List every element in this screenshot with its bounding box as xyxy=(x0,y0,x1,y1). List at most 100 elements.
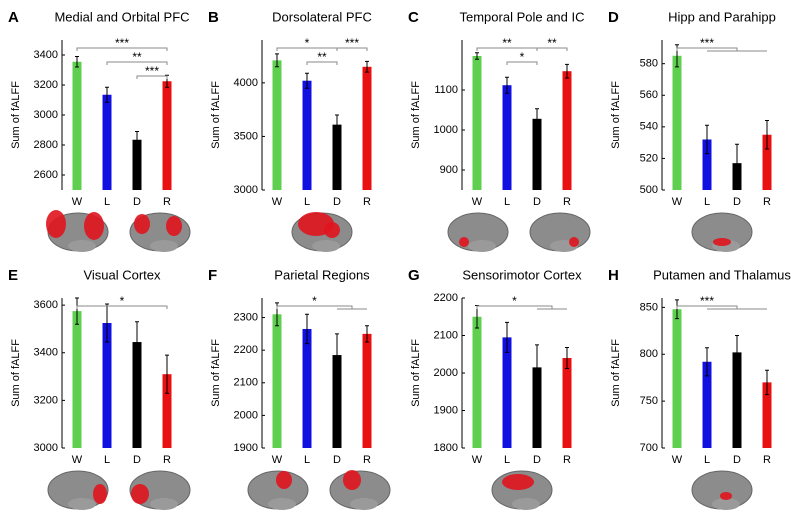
x-tick-label: D xyxy=(733,454,741,466)
x-tick-label: L xyxy=(104,454,110,466)
y-axis-label: Sum of fALFF xyxy=(410,339,422,407)
bar xyxy=(362,66,372,190)
error-bar xyxy=(135,131,139,149)
y-axis-label: Sum of fALFF xyxy=(410,81,422,149)
panel: G Sensorimotor Cortex Sum of fALFF 1800 1900… xyxy=(408,267,582,510)
error-bar xyxy=(505,321,509,353)
panel: F Parietal Regions Sum of fALFF 1900 2000 210… xyxy=(208,267,391,510)
bar xyxy=(702,361,712,448)
bar xyxy=(532,118,542,190)
x-tick-label: R xyxy=(563,196,571,208)
x-tick-label: W xyxy=(272,196,283,208)
error-bar xyxy=(75,56,79,68)
error-bar xyxy=(335,333,339,377)
y-tick-label: 3000 xyxy=(34,109,58,121)
significance-label: * xyxy=(312,294,317,308)
y-tick-label: 500 xyxy=(640,184,658,196)
bar xyxy=(72,311,82,448)
x-tick-label: W xyxy=(72,454,83,466)
panel-title: Temporal Pole and IC xyxy=(459,9,584,24)
panel-letter: A xyxy=(8,9,19,26)
brain-image xyxy=(350,498,378,510)
y-tick-label: 3500 xyxy=(234,130,258,142)
brain-image xyxy=(712,498,740,510)
y-tick-label: 2200 xyxy=(234,344,258,356)
significance-bracket xyxy=(76,305,168,309)
x-tick-label: W xyxy=(472,454,483,466)
y-tick-label: 1100 xyxy=(434,84,458,96)
significance-label: * xyxy=(512,294,517,308)
error-bar xyxy=(535,108,539,130)
brain-region xyxy=(502,474,534,490)
brain-region xyxy=(134,214,150,234)
x-tick-label: D xyxy=(333,454,341,466)
significance-label: * xyxy=(120,294,125,308)
x-tick-label: L xyxy=(704,454,710,466)
y-tick-label: 2100 xyxy=(434,329,458,341)
significance-label: ** xyxy=(317,50,327,64)
bar xyxy=(332,355,342,448)
brain-image xyxy=(150,498,178,510)
significance-bracket xyxy=(136,75,168,79)
bar xyxy=(162,374,172,448)
y-tick-label: 1800 xyxy=(434,442,458,454)
panel-title: Parietal Regions xyxy=(274,267,370,282)
brain-region xyxy=(46,210,66,238)
panel-letter: C xyxy=(408,9,419,26)
x-tick-label: D xyxy=(333,196,341,208)
panel: B Dorsolateral PFC Sum of fALFF 3000 3500 400… xyxy=(208,9,372,252)
y-tick-label: 3200 xyxy=(34,394,58,406)
brain-region xyxy=(166,216,182,236)
panel-letter: E xyxy=(8,267,18,284)
y-tick-label: 2800 xyxy=(34,139,58,151)
y-tick-label: 2000 xyxy=(434,367,458,379)
bar xyxy=(162,81,172,190)
x-tick-label: R xyxy=(363,196,371,208)
x-tick-label: W xyxy=(472,196,483,208)
error-bar xyxy=(105,303,109,343)
error-bar xyxy=(735,143,739,183)
y-tick-label: 3400 xyxy=(34,49,58,61)
significance-label: ** xyxy=(502,36,512,50)
x-tick-label: R xyxy=(363,454,371,466)
error-bar xyxy=(335,114,339,135)
x-tick-label: L xyxy=(504,454,510,466)
bar xyxy=(102,94,112,190)
bar xyxy=(362,333,372,448)
brain-region xyxy=(276,471,292,489)
significance-label: *** xyxy=(700,294,714,308)
bar xyxy=(132,139,142,190)
significance-bracket xyxy=(76,47,168,51)
bar xyxy=(272,60,282,190)
y-tick-label: 520 xyxy=(640,152,658,164)
panel-title: Medial and Orbital PFC xyxy=(54,9,189,24)
x-tick-label: W xyxy=(672,196,683,208)
error-bar xyxy=(475,52,479,60)
bar xyxy=(532,367,542,448)
panel-letter: G xyxy=(408,267,420,284)
x-tick-label: R xyxy=(163,454,171,466)
bar xyxy=(272,314,282,448)
x-tick-label: L xyxy=(504,196,510,208)
x-tick-label: D xyxy=(533,196,541,208)
y-axis-label: Sum of fALFF xyxy=(210,81,222,149)
y-axis-label: Sum of fALFF xyxy=(210,339,222,407)
panel: E Visual Cortex Sum of fALFF 3000 3200 3400 36… xyxy=(8,267,191,510)
bar xyxy=(332,124,342,190)
y-axis-label: Sum of fALFF xyxy=(10,81,22,149)
bar xyxy=(702,139,712,190)
x-tick-label: D xyxy=(133,454,141,466)
y-tick-label: 3400 xyxy=(34,347,58,359)
x-tick-label: D xyxy=(133,196,141,208)
y-tick-label: 900 xyxy=(440,164,458,176)
brain-image xyxy=(268,498,296,510)
brain-region xyxy=(343,470,361,490)
brain-image xyxy=(150,240,178,252)
y-axis-label: Sum of fALFF xyxy=(10,339,22,407)
brain-image xyxy=(512,498,540,510)
panel-title: Hipp and Parahipp xyxy=(668,9,776,24)
bar xyxy=(562,71,572,190)
x-tick-label: D xyxy=(533,454,541,466)
brain-region xyxy=(569,237,579,247)
